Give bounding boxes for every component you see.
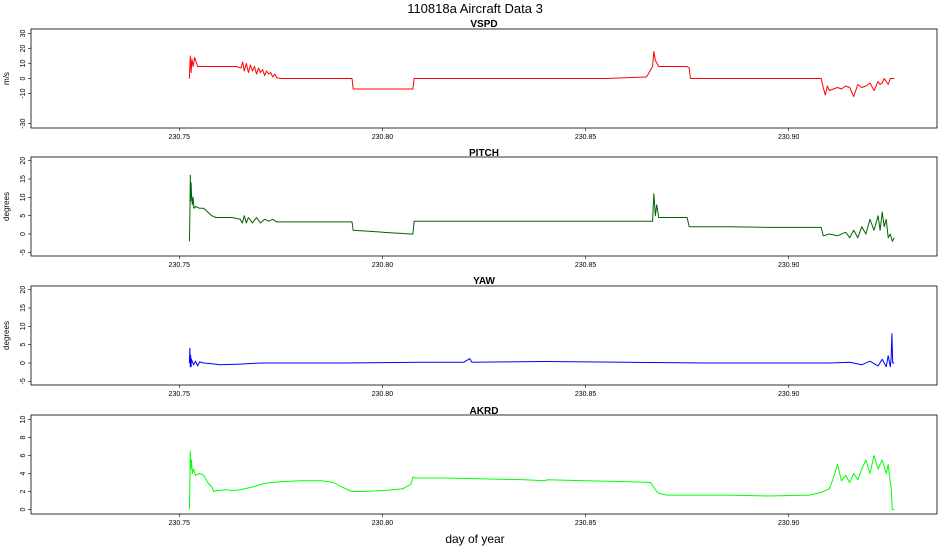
- x-tick-label: 230.85: [575, 262, 597, 269]
- y-axis-label: degrees: [2, 321, 11, 350]
- y-tick-label: 20: [20, 157, 27, 165]
- x-tick-label: 230.80: [372, 262, 394, 269]
- y-axis-label: degrees: [2, 192, 11, 221]
- y-tick-label: -5: [20, 378, 27, 384]
- figure-title: 110818a Aircraft Data 3: [407, 1, 543, 16]
- x-tick-label: 230.75: [169, 520, 191, 527]
- x-tick-label: 230.85: [575, 520, 597, 527]
- x-tick-label: 230.85: [575, 134, 597, 141]
- y-tick-label: 5: [20, 343, 27, 347]
- y-tick-label: 5: [20, 214, 27, 218]
- panel-title: PITCH: [469, 148, 499, 159]
- series-line-pitch: [188, 174, 895, 242]
- y-tick-label: 20: [20, 45, 27, 53]
- x-tick-label: 230.80: [372, 391, 394, 398]
- x-tick-label: 230.90: [778, 520, 800, 527]
- y-axis-label: m/s: [2, 72, 11, 85]
- y-tick-label: 0: [20, 232, 27, 236]
- y-tick-label: 30: [20, 30, 27, 38]
- y-tick-label: -30: [20, 118, 27, 128]
- series-line-vspd: [188, 51, 895, 97]
- y-tick-label: 15: [20, 304, 27, 312]
- y-tick-label: 10: [20, 193, 27, 201]
- x-tick-label: 230.80: [372, 134, 394, 141]
- x-tick-label: 230.75: [169, 134, 191, 141]
- panel-vspd: VSPD 230.75 230.80 230.85 230.90 30 20 10 0 -10 -3…: [2, 19, 938, 141]
- y-tick-label: 10: [20, 322, 27, 330]
- panel-yaw: YAW 230.75 230.80 230.85 230.90 20 15 10 5 0 -5 deg…: [2, 276, 938, 398]
- plot-frame: [30, 156, 938, 257]
- x-tick-label: 230.90: [778, 262, 800, 269]
- x-tick-label: 230.80: [372, 520, 394, 527]
- x-tick-label: 230.90: [778, 391, 800, 398]
- y-tick-label: 4: [20, 471, 27, 475]
- plot-frame: [30, 414, 938, 515]
- y-tick-label: 0: [20, 361, 27, 365]
- y-tick-label: 20: [20, 286, 27, 294]
- panel-title: AKRD: [470, 406, 499, 417]
- panel-akrd: AKRD 230.75 230.80 230.85 230.90 10 8 6 4 2 0: [20, 406, 938, 527]
- y-tick-label: 0: [20, 507, 27, 511]
- x-axis-label: day of year: [445, 532, 504, 546]
- y-tick-label: 10: [20, 60, 27, 68]
- y-tick-label: 8: [20, 435, 27, 439]
- series-line-yaw: [188, 333, 895, 368]
- y-tick-label: -10: [20, 88, 27, 98]
- y-tick-label: 15: [20, 175, 27, 183]
- y-tick-label: 10: [20, 416, 27, 424]
- x-tick-label: 230.75: [169, 391, 191, 398]
- x-tick-label: 230.85: [575, 391, 597, 398]
- y-tick-label: 2: [20, 489, 27, 493]
- panel-pitch: PITCH 230.75 230.80 230.85 230.90 20 15 10 5 0 -5 d…: [2, 148, 938, 269]
- panel-title: YAW: [473, 276, 495, 287]
- y-tick-label: 6: [20, 453, 27, 457]
- y-tick-label: -5: [20, 249, 27, 255]
- panel-title: VSPD: [470, 19, 497, 30]
- plot-frame: [30, 285, 938, 386]
- y-tick-label: 0: [20, 76, 27, 80]
- x-tick-label: 230.90: [778, 134, 800, 141]
- series-line-akrd: [188, 450, 895, 510]
- x-tick-label: 230.75: [169, 262, 191, 269]
